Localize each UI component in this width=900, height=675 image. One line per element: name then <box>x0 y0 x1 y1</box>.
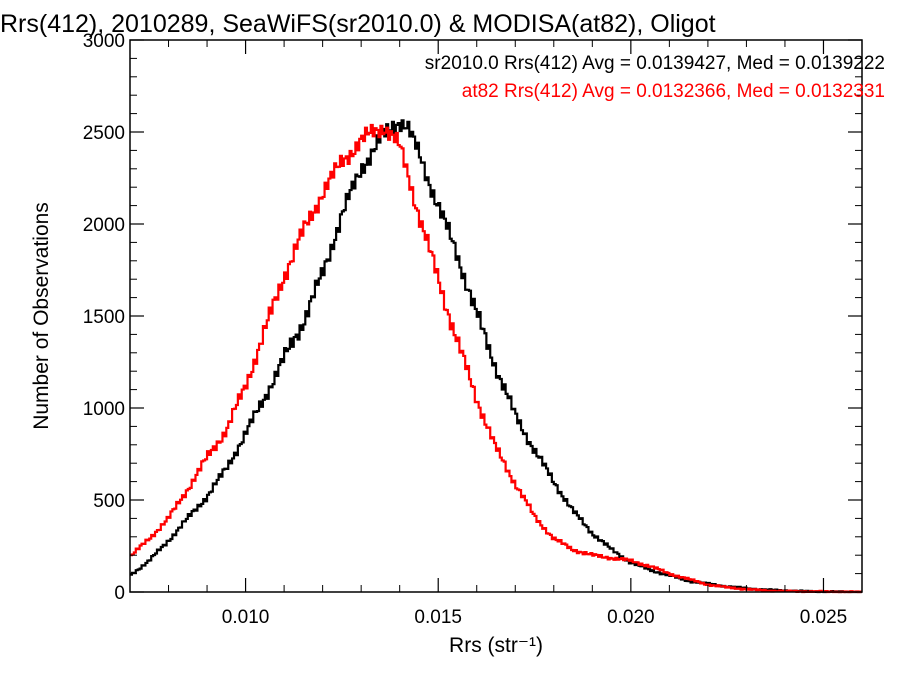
x-tick-label: 0.025 <box>800 607 848 628</box>
y-tick-label: 2000 <box>83 215 125 236</box>
y-axis-label: Number of Observations <box>30 202 53 430</box>
chart-title: Rrs(412), 2010289, SeaWiFS(sr2010.0) & M… <box>0 10 716 38</box>
y-tick-label: 1500 <box>83 307 125 328</box>
plot-frame <box>129 39 863 593</box>
y-tick-label: 2500 <box>83 123 125 144</box>
series-line-at82 <box>130 123 862 594</box>
ticks-layer: 0.010 0.015 0.020 0.025 0 500 1000 1500 2000 2500… <box>83 31 863 628</box>
x-tick-label: 0.010 <box>222 607 270 628</box>
legend-entry-sr2010: sr2010.0 Rrs(412) Avg = 0.0139427, Med =… <box>425 53 885 74</box>
x-tick-label: 0.020 <box>607 607 655 628</box>
y-tick-label: 0 <box>114 583 125 604</box>
y-tick-label: 1000 <box>83 399 125 420</box>
series-layer <box>130 119 862 594</box>
x-axis-label: Rrs (str⁻¹) <box>449 634 543 657</box>
legend: sr2010.0 Rrs(412) Avg = 0.0139427, Med =… <box>425 53 885 102</box>
y-tick-label: 3000 <box>83 31 125 52</box>
legend-entry-at82: at82 Rrs(412) Avg = 0.0132366, Med = 0.0… <box>462 81 885 102</box>
x-tick-label: 0.015 <box>414 607 462 628</box>
series-line-sr2010 <box>130 119 862 594</box>
y-tick-label: 500 <box>93 491 125 512</box>
